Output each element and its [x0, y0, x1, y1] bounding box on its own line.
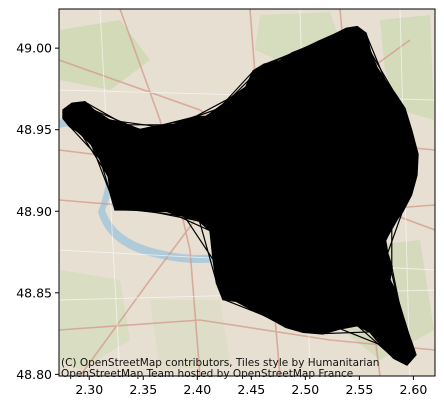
map-attribution: (C) OpenStreetMap contributors, Tiles st… — [61, 357, 379, 380]
road-segment — [389, 279, 406, 326]
road-segment — [391, 175, 418, 227]
road-segment — [285, 326, 340, 330]
attribution-line-2: OpenStreetMap Team hosted by OpenStreetM… — [61, 368, 353, 380]
road-segment — [156, 116, 196, 128]
road-segment — [369, 331, 408, 366]
road-segment — [384, 194, 412, 241]
road-segment — [384, 240, 391, 280]
road-segment — [339, 328, 382, 346]
road-segment — [62, 101, 86, 119]
road-segment — [356, 26, 378, 68]
road-segment — [69, 103, 73, 127]
road-segment — [376, 67, 406, 109]
road-segment — [209, 230, 224, 300]
road-segment — [245, 60, 280, 88]
y-tick-label: 48.80 — [16, 367, 52, 382]
road-segment — [223, 298, 269, 318]
road-segment — [404, 325, 408, 365]
road-segment — [268, 316, 323, 335]
road-segment — [369, 51, 396, 95]
x-tick-label: 2.55 — [345, 382, 373, 397]
road-network-lines — [62, 26, 419, 366]
y-tick-label: 48.95 — [16, 122, 52, 137]
road-segment — [93, 109, 141, 131]
road-segment — [399, 308, 417, 355]
road-segment — [108, 176, 133, 210]
y-tick-label: 48.90 — [16, 204, 52, 219]
road-segment — [322, 331, 371, 335]
road-segment — [386, 253, 397, 293]
road-segment — [80, 132, 110, 178]
road-segment — [356, 324, 395, 359]
road-segment — [205, 86, 247, 118]
road-segment — [394, 93, 419, 155]
road-segment — [345, 28, 371, 52]
y-tick-label: 48.85 — [16, 285, 52, 300]
road-segment — [173, 116, 207, 126]
axes-frame — [58, 8, 436, 377]
x-tick-label: 2.45 — [237, 382, 265, 397]
x-tick-label: 2.60 — [399, 382, 427, 397]
road-segment — [110, 194, 150, 212]
road-segment — [62, 109, 82, 134]
y-tick-label: 49.00 — [16, 41, 52, 56]
road-segment — [115, 209, 168, 212]
x-tick-label: 2.50 — [291, 382, 319, 397]
road-segment — [365, 33, 386, 81]
x-tick-label: 2.30 — [75, 382, 103, 397]
road-segment — [62, 117, 92, 145]
road-segment — [386, 211, 404, 254]
x-axis: 2.30 2.35 2.40 2.45 2.50 2.55 2.60 — [75, 376, 427, 397]
attribution-line-1: (C) OpenStreetMap contributors, Tiles st… — [61, 357, 379, 369]
road-network-overlay — [62, 25, 419, 366]
road-segment — [71, 103, 109, 121]
x-tick-label: 2.40 — [183, 382, 211, 397]
road-segment — [69, 126, 101, 160]
road-segment — [183, 215, 215, 261]
road-segment — [218, 70, 254, 109]
y-axis: 48.80 48.85 48.90 48.95 49.00 — [16, 41, 59, 382]
road-segment — [231, 64, 265, 98]
road-segment — [402, 154, 419, 212]
x-tick-label: 2.35 — [129, 382, 157, 397]
